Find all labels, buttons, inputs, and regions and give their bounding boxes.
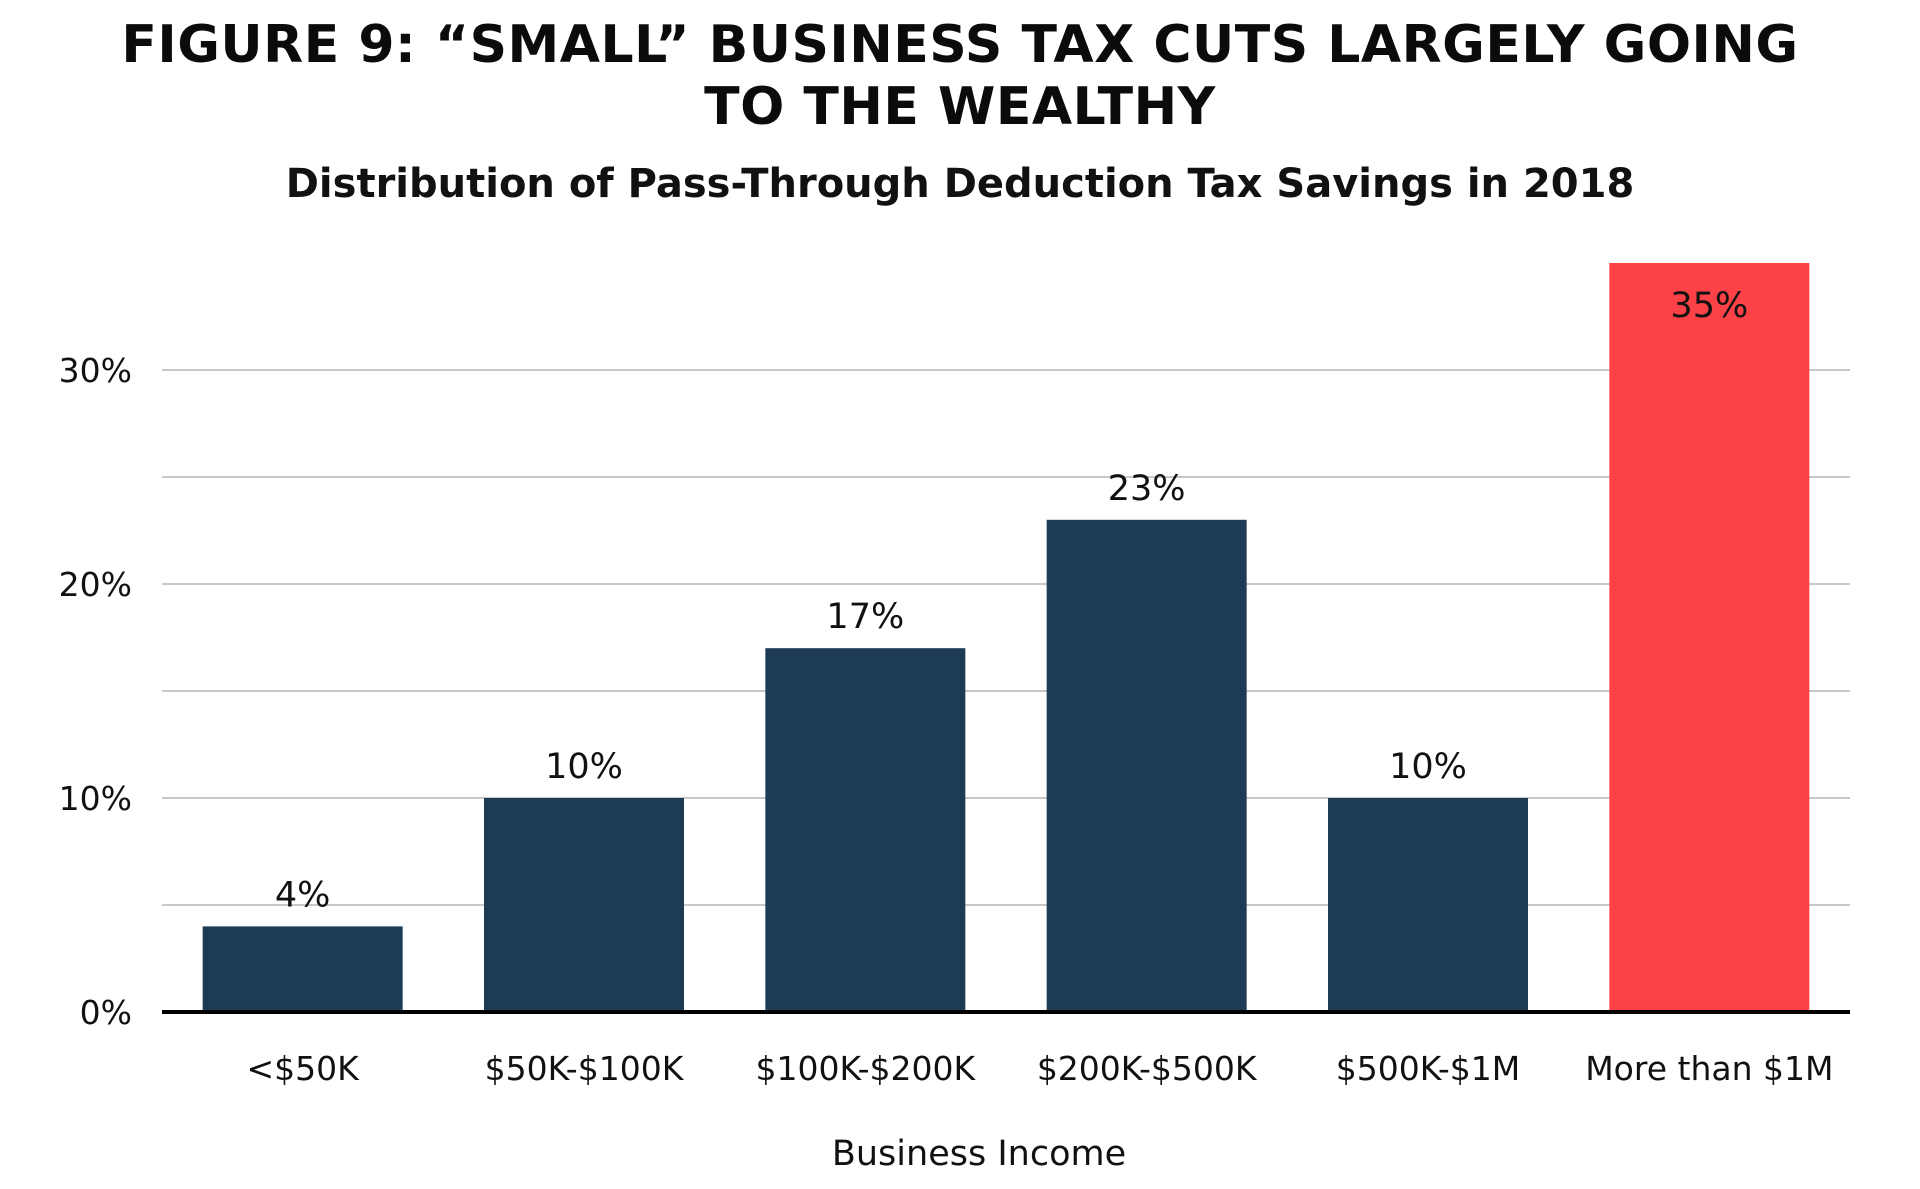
data-label: 17% bbox=[826, 597, 904, 637]
x-tick-label: $100K-$200K bbox=[755, 1049, 976, 1088]
gridlines bbox=[162, 369, 1850, 906]
chart-title: FIGURE 9: “SMALL” BUSINESS TAX CUTS LARG… bbox=[0, 14, 1920, 138]
bar bbox=[1046, 519, 1247, 1012]
y-tick-label: 10% bbox=[59, 779, 132, 818]
data-label: 35% bbox=[1670, 286, 1748, 326]
x-tick-label: $200K-$500K bbox=[1037, 1049, 1258, 1088]
y-tick-label: 0% bbox=[80, 993, 132, 1032]
x-tick-label: $50K-$100K bbox=[485, 1049, 685, 1088]
bars bbox=[202, 263, 1810, 1012]
bar bbox=[765, 648, 966, 1012]
data-label: 4% bbox=[275, 875, 331, 915]
data-label: 10% bbox=[1389, 747, 1467, 787]
x-tick-label: <$50K bbox=[247, 1049, 361, 1088]
bar bbox=[484, 798, 684, 1012]
y-tick-label: 20% bbox=[59, 565, 132, 604]
chart-title-line-2: TO THE WEALTHY bbox=[704, 77, 1216, 137]
data-label: 10% bbox=[545, 747, 623, 787]
data-label: 23% bbox=[1108, 469, 1186, 509]
x-axis-title: Business Income bbox=[832, 1134, 1126, 1174]
chart-title-line-1: FIGURE 9: “SMALL” BUSINESS TAX CUTS LARG… bbox=[121, 15, 1799, 75]
y-tick-label: 30% bbox=[59, 351, 132, 390]
labels: 0% 10% 20% 30% 4% <$50K 10% $50K-$100K 17% $100K-… bbox=[59, 286, 1834, 1088]
x-tick-label: $500K-$1M bbox=[1336, 1049, 1521, 1088]
x-tick-label: More than $1M bbox=[1585, 1049, 1833, 1088]
bar bbox=[1328, 798, 1528, 1012]
bar-highlighted bbox=[1609, 263, 1810, 1012]
bar bbox=[202, 926, 403, 1012]
chart-subtitle: Distribution of Pass-Through Deduction T… bbox=[285, 161, 1635, 207]
